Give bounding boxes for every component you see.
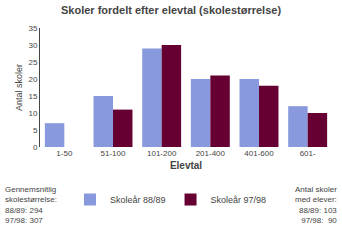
- svg-text:51-100: 51-100: [101, 149, 126, 158]
- svg-text:101-200: 101-200: [147, 149, 177, 158]
- svg-text:15: 15: [28, 92, 37, 101]
- svg-text:Skoleår 88/89: Skoleår 88/89: [110, 195, 166, 205]
- svg-text:35: 35: [28, 24, 37, 33]
- svg-text:10: 10: [28, 109, 37, 118]
- svg-text:20: 20: [28, 75, 37, 84]
- svg-text:Skoleår 97/98: Skoleår 97/98: [211, 195, 267, 205]
- svg-text:401-600: 401-600: [244, 149, 274, 158]
- svg-text:5: 5: [33, 126, 38, 135]
- svg-text:Antal skoler: Antal skoler: [14, 64, 24, 111]
- svg-text:25: 25: [28, 58, 37, 67]
- svg-text:1-50: 1-50: [56, 149, 73, 158]
- svg-text:601-: 601-: [300, 149, 316, 158]
- svg-text:Skoler fordelt efter elevtal (: Skoler fordelt efter elevtal (skolestørr…: [61, 4, 281, 16]
- svg-text:30: 30: [28, 41, 37, 50]
- svg-text:201-400: 201-400: [196, 149, 226, 158]
- svg-text:0: 0: [33, 143, 38, 152]
- svg-text:Antal skolermed elever:88/89:: Antal skolermed elever:88/89: 10397/98: …: [295, 185, 337, 225]
- svg-text:Elevtal: Elevtal: [170, 160, 202, 171]
- svg-text:Gennemsnitligskolestørrelse:88: Gennemsnitligskolestørrelse:88/89: 29497…: [5, 185, 57, 225]
